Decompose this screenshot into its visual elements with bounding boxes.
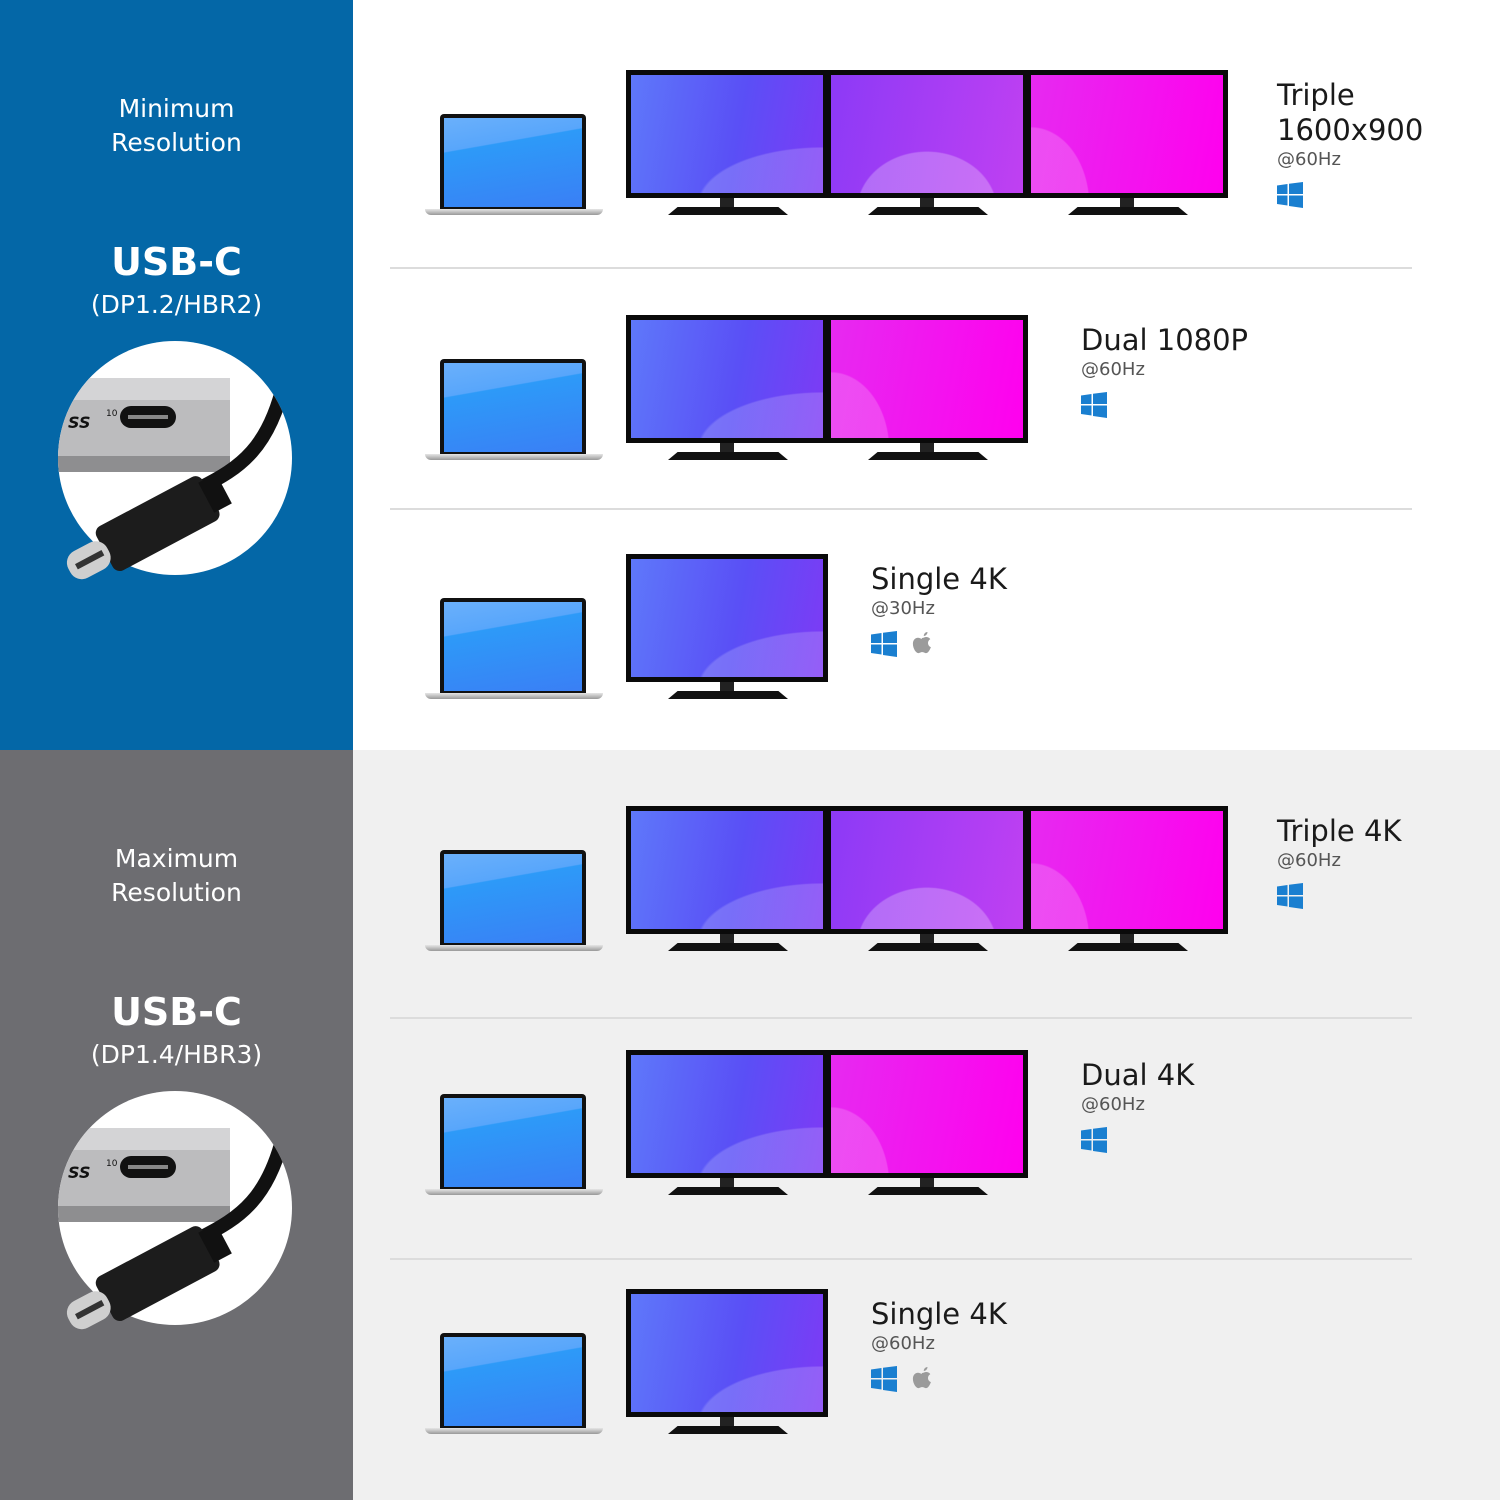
- maximum-resolution-section: Maximum Resolution USB-C (DP1.4/HBR3) SS…: [0, 750, 1500, 1500]
- resolution-label: Maximum Resolution: [111, 844, 242, 907]
- config-info: Single 4K @30Hz: [871, 562, 1007, 659]
- supported-os: [1081, 1127, 1194, 1157]
- monitor-icon: [626, 1050, 828, 1196]
- refresh-rate: @60Hz: [1277, 149, 1341, 170]
- monitor-icon: [626, 315, 828, 461]
- svg-text:SS: SS: [68, 1163, 90, 1182]
- windows-icon: [1081, 392, 1107, 422]
- divider: [390, 1017, 1412, 1019]
- monitor-icon: [826, 806, 1028, 952]
- config-title: Dual 4K: [1081, 1058, 1195, 1092]
- config-info: Dual 1080P @60Hz: [1081, 323, 1248, 420]
- usb-c-cable-image: SS 10: [58, 1091, 292, 1330]
- windows-icon: [1081, 1127, 1107, 1157]
- supported-os: [871, 630, 1007, 662]
- monitor-icon: [626, 806, 828, 952]
- laptop-icon: [425, 114, 603, 216]
- laptop-icon: [425, 359, 603, 461]
- displayport-spec: (DP1.2/HBR2): [90, 290, 263, 319]
- monitor-icon: [826, 315, 1028, 461]
- monitor-icon: [626, 1289, 828, 1435]
- config-title: Single 4K: [871, 562, 1007, 596]
- apple-icon: [909, 630, 935, 662]
- windows-icon: [1277, 883, 1303, 913]
- supported-os: [1277, 883, 1401, 913]
- config-title: Triple 4K: [1277, 814, 1402, 848]
- svg-text:10: 10: [106, 409, 118, 419]
- refresh-rate: @60Hz: [1277, 850, 1341, 871]
- display-config-row: Single 4K @60Hz: [353, 1289, 1500, 1449]
- monitor-icon: [1026, 70, 1228, 216]
- config-info: Single 4K @60Hz: [871, 1297, 1007, 1394]
- side-panel: Maximum Resolution USB-C (DP1.4/HBR3) SS…: [0, 750, 353, 1500]
- refresh-rate: @30Hz: [871, 598, 935, 619]
- display-config-row: Single 4K @30Hz: [353, 554, 1500, 714]
- supported-os: [871, 1365, 1007, 1397]
- svg-text:10: 10: [106, 1159, 118, 1169]
- svg-text:SS: SS: [68, 413, 90, 432]
- display-config-row: Triple 4K @60Hz: [353, 806, 1500, 966]
- config-info: Triple 4K @60Hz: [1277, 814, 1401, 911]
- config-title: Single 4K: [871, 1297, 1007, 1331]
- configurations: Triple 1600x900 @60Hz Dual 1080P @60Hz S…: [353, 0, 1500, 750]
- config-title: Dual 1080P: [1081, 323, 1249, 357]
- configurations: Triple 4K @60Hz Dual 4K @60Hz Single 4K …: [353, 750, 1500, 1500]
- minimum-resolution-section: Minimum Resolution USB-C (DP1.2/HBR2) SS…: [0, 0, 1500, 750]
- monitor-icon: [826, 70, 1028, 216]
- apple-icon: [909, 1365, 935, 1397]
- config-info: Triple 1600x900 @60Hz: [1277, 78, 1437, 210]
- refresh-rate: @60Hz: [1081, 359, 1145, 380]
- monitor-icon: [1026, 806, 1228, 952]
- display-config-row: Dual 4K @60Hz: [353, 1050, 1500, 1210]
- refresh-rate: @60Hz: [1081, 1094, 1145, 1115]
- divider: [390, 1258, 1412, 1260]
- displayport-spec: (DP1.4/HBR3): [90, 1040, 263, 1069]
- supported-os: [1081, 392, 1248, 422]
- windows-icon: [1277, 182, 1303, 212]
- laptop-icon: [425, 850, 603, 952]
- laptop-icon: [425, 598, 603, 700]
- refresh-rate: @60Hz: [871, 1333, 935, 1354]
- connector-label: USB-C: [111, 240, 242, 284]
- monitor-icon: [626, 70, 828, 216]
- divider: [390, 267, 1412, 269]
- resolution-label: Minimum Resolution: [111, 94, 242, 157]
- laptop-icon: [425, 1333, 603, 1435]
- config-info: Dual 4K @60Hz: [1081, 1058, 1194, 1155]
- display-config-row: Dual 1080P @60Hz: [353, 315, 1500, 475]
- windows-icon: [871, 1366, 897, 1396]
- config-title: Triple 1600x900: [1277, 78, 1424, 147]
- monitor-icon: [626, 554, 828, 700]
- windows-icon: [871, 631, 897, 661]
- supported-os: [1277, 182, 1437, 212]
- divider: [390, 508, 1412, 510]
- usb-c-cable-image: SS 10: [58, 341, 292, 580]
- display-config-row: Triple 1600x900 @60Hz: [353, 70, 1500, 230]
- connector-label: USB-C: [111, 990, 242, 1034]
- monitor-icon: [826, 1050, 1028, 1196]
- side-panel: Minimum Resolution USB-C (DP1.2/HBR2) SS…: [0, 0, 353, 750]
- laptop-icon: [425, 1094, 603, 1196]
